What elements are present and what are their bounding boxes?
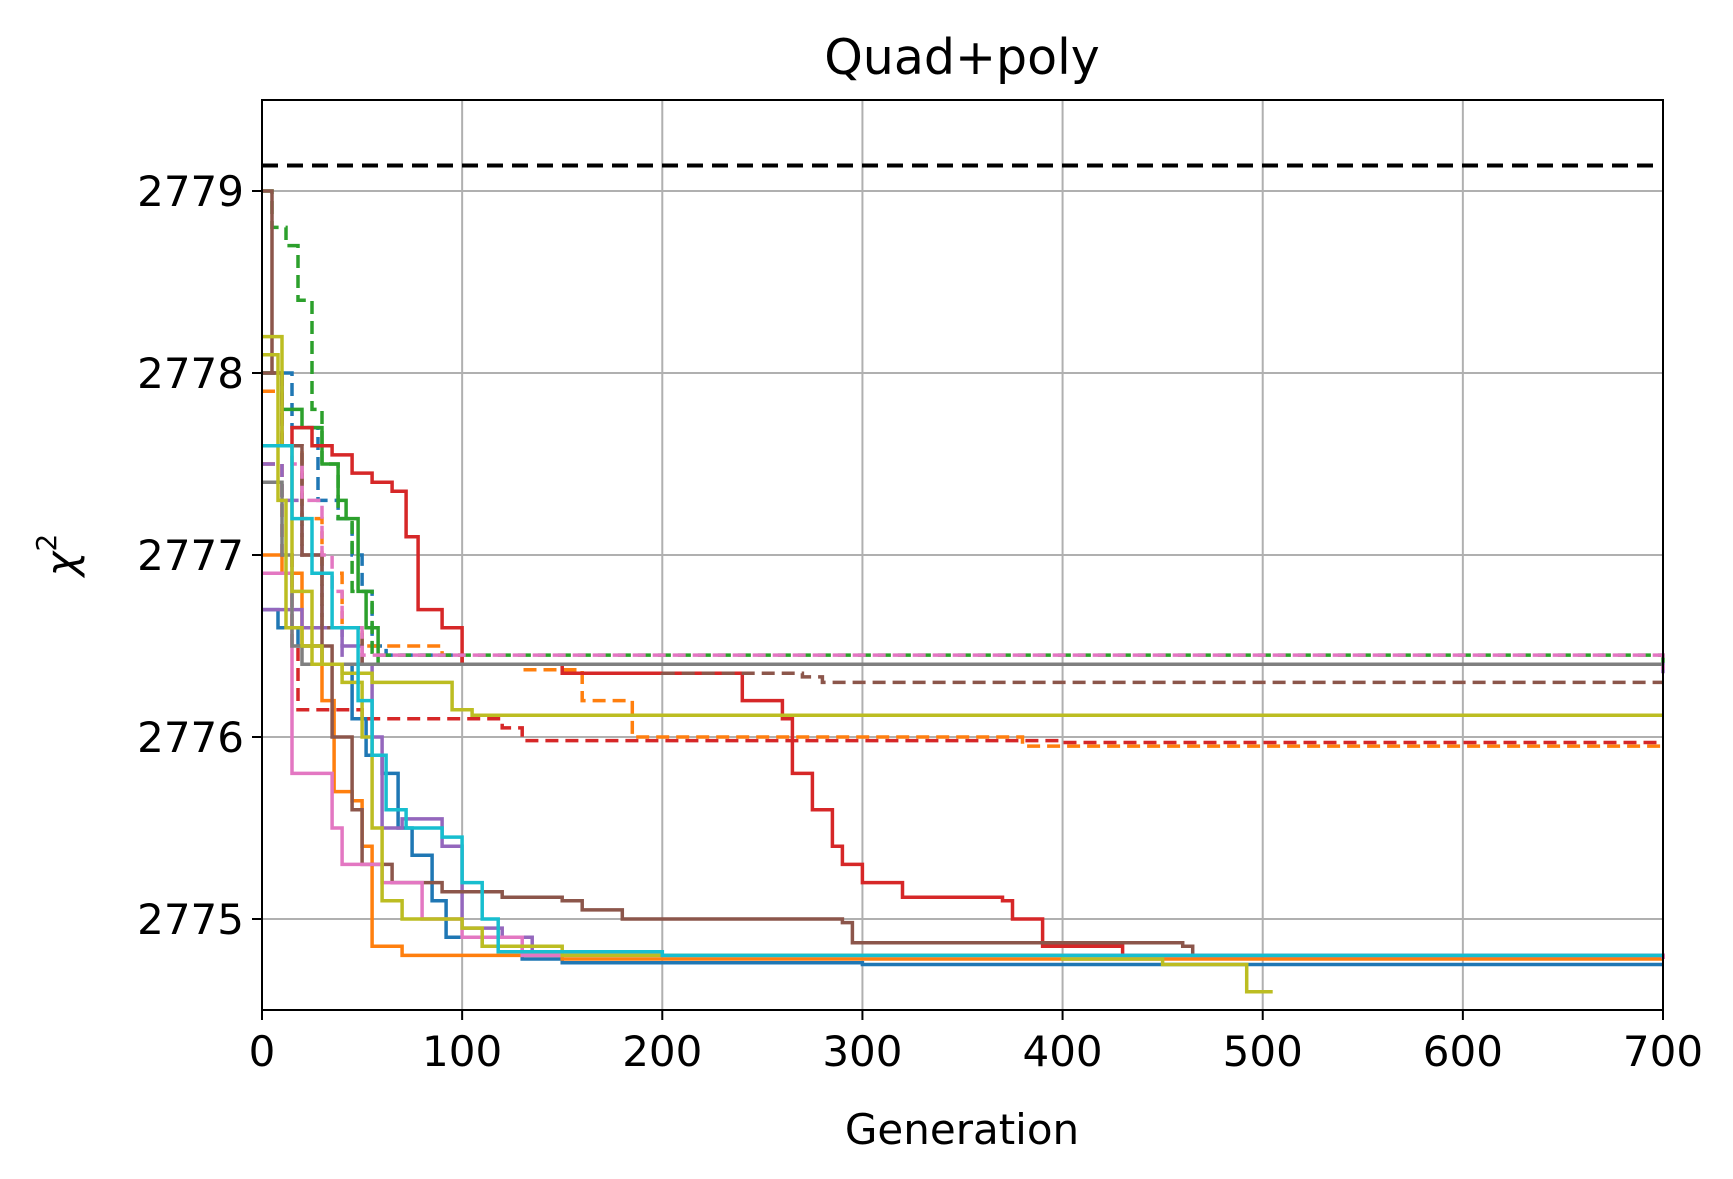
x-tick-label: 300 <box>822 1027 902 1076</box>
y-tick-label: 2777 <box>137 531 244 580</box>
x-tick-label: 500 <box>1223 1027 1303 1076</box>
x-tick-label: 700 <box>1623 1027 1703 1076</box>
series-line-9 <box>262 607 1663 958</box>
series-layer <box>262 189 1665 994</box>
x-tick-label: 600 <box>1423 1027 1503 1076</box>
y-axis-label-superscript: 2 <box>30 534 63 552</box>
x-tick-label: 200 <box>622 1027 702 1076</box>
x-tick-label: 0 <box>249 1027 276 1076</box>
svg-text:χ2: χ2 <box>30 534 86 579</box>
series-line-18 <box>262 444 1663 958</box>
x-tick-label: 100 <box>422 1027 502 1076</box>
series-line-5 <box>262 371 1663 666</box>
series-line-17 <box>262 334 1273 994</box>
x-axis-label: Generation <box>845 1105 1079 1154</box>
y-tick-label: 2779 <box>137 167 244 216</box>
y-axis-ticks: 2775 2776 2777 2778 2779 <box>137 167 262 944</box>
y-axis-label: χ2 <box>30 534 86 579</box>
x-tick-label: 400 <box>1022 1027 1102 1076</box>
y-tick-label: 2775 <box>137 895 244 944</box>
chart-title: Quad+poly <box>824 29 1100 86</box>
series-line-15 <box>262 480 1663 666</box>
series-line-6 <box>262 189 1665 665</box>
x-axis-ticks: 0 100 200 300 400 500 600 700 <box>249 1010 1703 1076</box>
series-line-7 <box>262 425 1665 959</box>
y-tick-label: 2776 <box>137 713 244 762</box>
y-tick-label: 2778 <box>137 349 244 398</box>
y-axis-label-symbol: χ <box>37 549 86 578</box>
